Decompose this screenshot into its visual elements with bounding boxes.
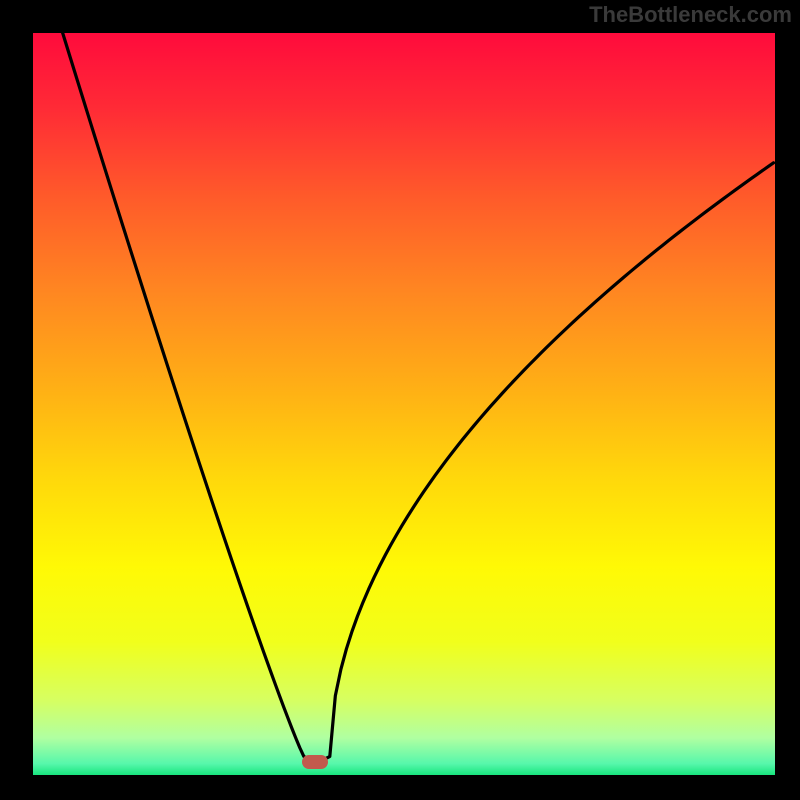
watermark-text: TheBottleneck.com [589,2,792,28]
plot-area [33,33,775,775]
figure-canvas: TheBottleneck.com [0,0,800,800]
optimal-point-marker [302,755,328,769]
bottleneck-curve [33,33,775,775]
